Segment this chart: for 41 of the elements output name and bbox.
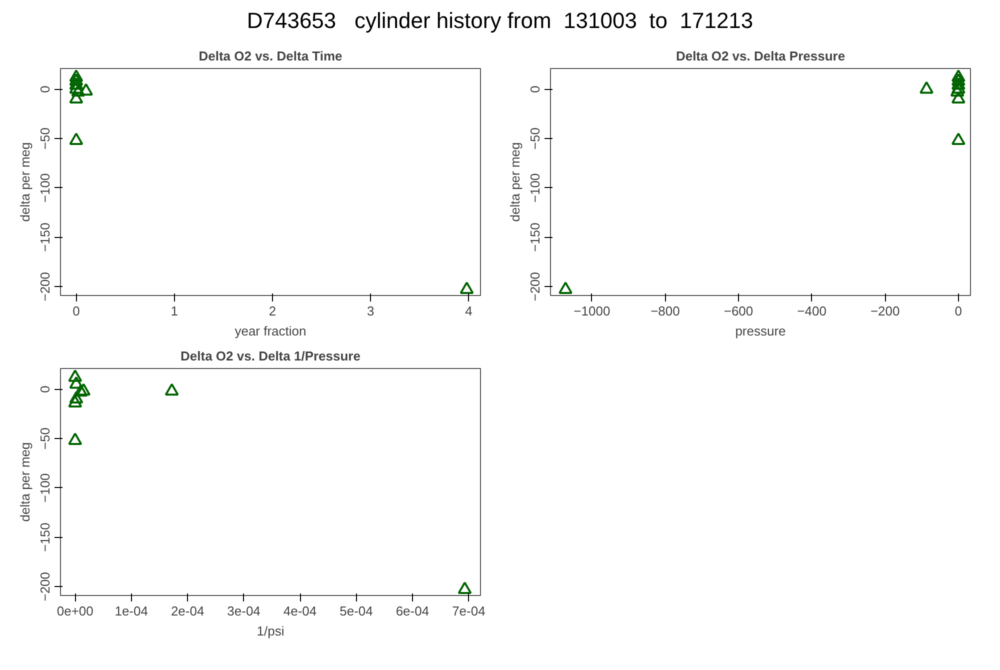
chart-title: Delta O2 vs. Delta 1/Pressure	[180, 348, 360, 364]
x-axis-title: year fraction	[234, 324, 306, 339]
y-tick-label: 0	[38, 86, 52, 94]
y-tick-label: −100	[528, 174, 542, 203]
y-tick-label: −50	[38, 128, 52, 150]
x-tick-label: −400	[797, 304, 826, 319]
x-tick-label: 0	[72, 304, 80, 319]
x-tick-label: 1	[170, 304, 178, 319]
chart-title: Delta O2 vs. Delta Pressure	[676, 48, 846, 64]
chart-title: Delta O2 vs. Delta Time	[198, 48, 342, 64]
x-tick-label: −800	[650, 304, 680, 319]
y-tick-label: 0	[528, 86, 542, 94]
x-tick-label: 3e-04	[227, 604, 260, 619]
x-tick-label: 5e-04	[340, 604, 373, 619]
y-tick-label: −100	[38, 174, 52, 203]
x-tick-label: 7e-04	[452, 604, 486, 619]
y-tick-label: −50	[528, 128, 542, 150]
y-tick-label: −150	[38, 223, 52, 252]
x-axis-title: pressure	[735, 324, 786, 339]
x-axis-title: 1/psi	[256, 624, 284, 639]
y-axis-title: delta per meg	[18, 142, 32, 222]
y-axis-title: delta per meg	[18, 442, 32, 522]
x-tick-label: −200	[870, 304, 900, 319]
y-tick-label: 0	[38, 386, 52, 394]
y-tick-label: −50	[38, 428, 52, 450]
x-tick-label: 0	[954, 304, 962, 319]
y-tick-label: −150	[528, 223, 542, 252]
x-tick-label: 0e+00	[56, 604, 94, 619]
y-axis-title: delta per meg	[508, 142, 522, 222]
x-tick-label: 2	[268, 304, 276, 319]
text: D743653 cylinder history from 131003 to 171213	[246, 7, 754, 35]
x-tick-label: 4e-04	[283, 604, 317, 619]
y-tick-label: −100	[38, 474, 52, 503]
x-tick-label: 2e-04	[170, 604, 204, 619]
x-tick-label: 1e-04	[114, 604, 148, 619]
x-tick-label: −1000	[574, 304, 610, 319]
y-tick-label: −150	[38, 523, 52, 552]
x-tick-label: 3	[366, 304, 374, 319]
x-tick-label: 4	[465, 304, 472, 319]
x-tick-label: 6e-04	[396, 604, 430, 619]
x-tick-label: −600	[724, 304, 754, 319]
